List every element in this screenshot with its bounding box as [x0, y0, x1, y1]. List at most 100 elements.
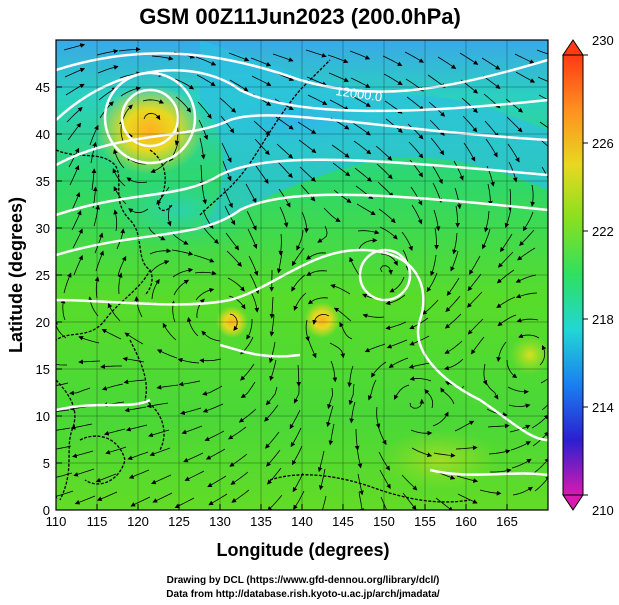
- streamline-arrow: [207, 475, 227, 488]
- streamline-arrow: [103, 428, 126, 436]
- streamline-arrow: [430, 137, 445, 156]
- streamline-arrow: [434, 227, 440, 250]
- warm-patch-22N-142E: [304, 302, 340, 338]
- streamline-arrow: [125, 424, 148, 432]
- anticyclone-ring-north: [103, 71, 197, 165]
- streamline-arrow: [466, 291, 483, 308]
- streamline-arrow: [467, 273, 482, 292]
- x-tick-label-160: 160: [455, 514, 477, 529]
- streamline-arrow: [388, 357, 409, 368]
- streamline-arrow: [277, 161, 293, 178]
- streamline-arrow: [375, 406, 381, 429]
- colorbar-tick-label-218: 218: [592, 312, 614, 327]
- streamline-arrow: [246, 319, 253, 340]
- streamline-arrow: [307, 94, 328, 105]
- teal-region: [90, 165, 270, 255]
- streamline-arrow: [112, 168, 126, 187]
- y-tick-label-0: 0: [43, 503, 50, 518]
- streamline-arrow: [507, 386, 529, 395]
- streamline-arrow: [71, 210, 82, 231]
- x-axis-ticks: 110 115 120 125 130 135 140 145 150 155 160 165: [46, 504, 518, 529]
- streamline-arrow: [350, 77, 371, 88]
- streamline-arrow: [329, 99, 350, 111]
- streamline-arrow: [386, 339, 408, 349]
- streamline-arrow: [322, 495, 327, 510]
- streamline-arrow: [66, 106, 83, 123]
- colorbar-bottom-triangle: [562, 494, 584, 511]
- streamline-arrow: [317, 450, 325, 473]
- x-tick-label-145: 145: [332, 514, 354, 529]
- streamline-arrow: [63, 272, 72, 294]
- y-tick-label-20: 20: [36, 315, 50, 330]
- streamline-arrow: [497, 251, 514, 268]
- streamline-arrow: [229, 453, 248, 467]
- streamline-arrow: [72, 228, 83, 249]
- streamline-arrow: [488, 449, 511, 455]
- y-tick-label-40: 40: [36, 127, 50, 142]
- x-tick-label-140: 140: [291, 514, 313, 529]
- streamline-arrow: [56, 445, 72, 450]
- streamline-arrow: [225, 232, 240, 251]
- streamline-arrow: [267, 494, 283, 510]
- streamline-arrow: [118, 47, 141, 52]
- streamline-arrow: [63, 43, 86, 51]
- streamline-arrow: [362, 313, 385, 319]
- streamline-arrow: [457, 493, 478, 504]
- streamline-arrow: [328, 72, 349, 82]
- x-tick-label-125: 125: [168, 514, 190, 529]
- streamline-arrow: [205, 448, 226, 460]
- streamline-arrow: [377, 181, 394, 198]
- streamline-arrow: [254, 138, 270, 156]
- streamline-arrow: [291, 274, 306, 292]
- streamline-arrow: [510, 441, 531, 451]
- streamline-arrow: [156, 186, 170, 205]
- streamline-arrow: [56, 409, 70, 412]
- x-tick-label-150: 150: [373, 514, 395, 529]
- streamline-arrow: [231, 489, 250, 503]
- credit-line-1: Drawing by DCL (https://www.gfd-dennou.o…: [167, 575, 440, 586]
- streamline-arrow: [292, 472, 304, 493]
- streamline-arrow: [408, 141, 424, 159]
- colorbar-tick-label-214: 214: [592, 400, 614, 415]
- streamline-arrow: [519, 229, 535, 246]
- streamline-arrow: [467, 318, 484, 335]
- streamline-arrow: [497, 314, 517, 327]
- streamline-arrow: [56, 427, 71, 431]
- streamline-arrow: [124, 332, 144, 345]
- streamline-arrow: [435, 497, 454, 510]
- streamline-arrow: [351, 95, 371, 107]
- streamline-arrow: [101, 329, 122, 340]
- colorbar-tick-label-222: 222: [592, 224, 614, 239]
- streamline-arrow: [299, 166, 316, 182]
- streamline-arrow: [150, 159, 169, 173]
- colorbar: 210 214 218 222 226 230: [562, 33, 614, 518]
- streamline-arrow: [330, 284, 351, 295]
- streamline-arrow: [223, 187, 233, 209]
- streamline-arrow: [149, 447, 171, 457]
- streamline-arrow: [296, 364, 302, 387]
- streamline-arrow: [432, 411, 449, 427]
- streamline-arrow: [331, 144, 350, 158]
- streamline-arrow: [89, 124, 99, 146]
- streamline-arrow: [69, 165, 80, 186]
- streamline-arrow: [379, 265, 394, 275]
- streamline-arrow: [512, 486, 533, 496]
- streamline-arrow: [462, 115, 478, 133]
- streamline-arrow: [433, 209, 441, 232]
- x-axis-label: Longitude (degrees): [216, 540, 389, 560]
- streamline-arrow: [356, 446, 363, 469]
- streamline-arrow: [296, 229, 304, 251]
- streamline-arrow: [253, 120, 271, 136]
- streamline-arrow: [90, 141, 97, 164]
- streamline-arrow: [78, 359, 101, 365]
- streamline-arrow: [97, 65, 119, 74]
- streamline-arrow: [479, 489, 502, 496]
- streamline-arrow: [505, 98, 524, 113]
- colorbar-ticks: 210 214 218 222 226 230: [583, 33, 614, 518]
- streamline-arrow: [440, 387, 455, 405]
- streamline-arrow: [409, 376, 432, 382]
- streamline-arrow: [380, 496, 388, 510]
- streamline-arrow: [151, 474, 172, 485]
- streamline-arrow: [539, 344, 547, 366]
- streamline-arrow: [431, 164, 443, 185]
